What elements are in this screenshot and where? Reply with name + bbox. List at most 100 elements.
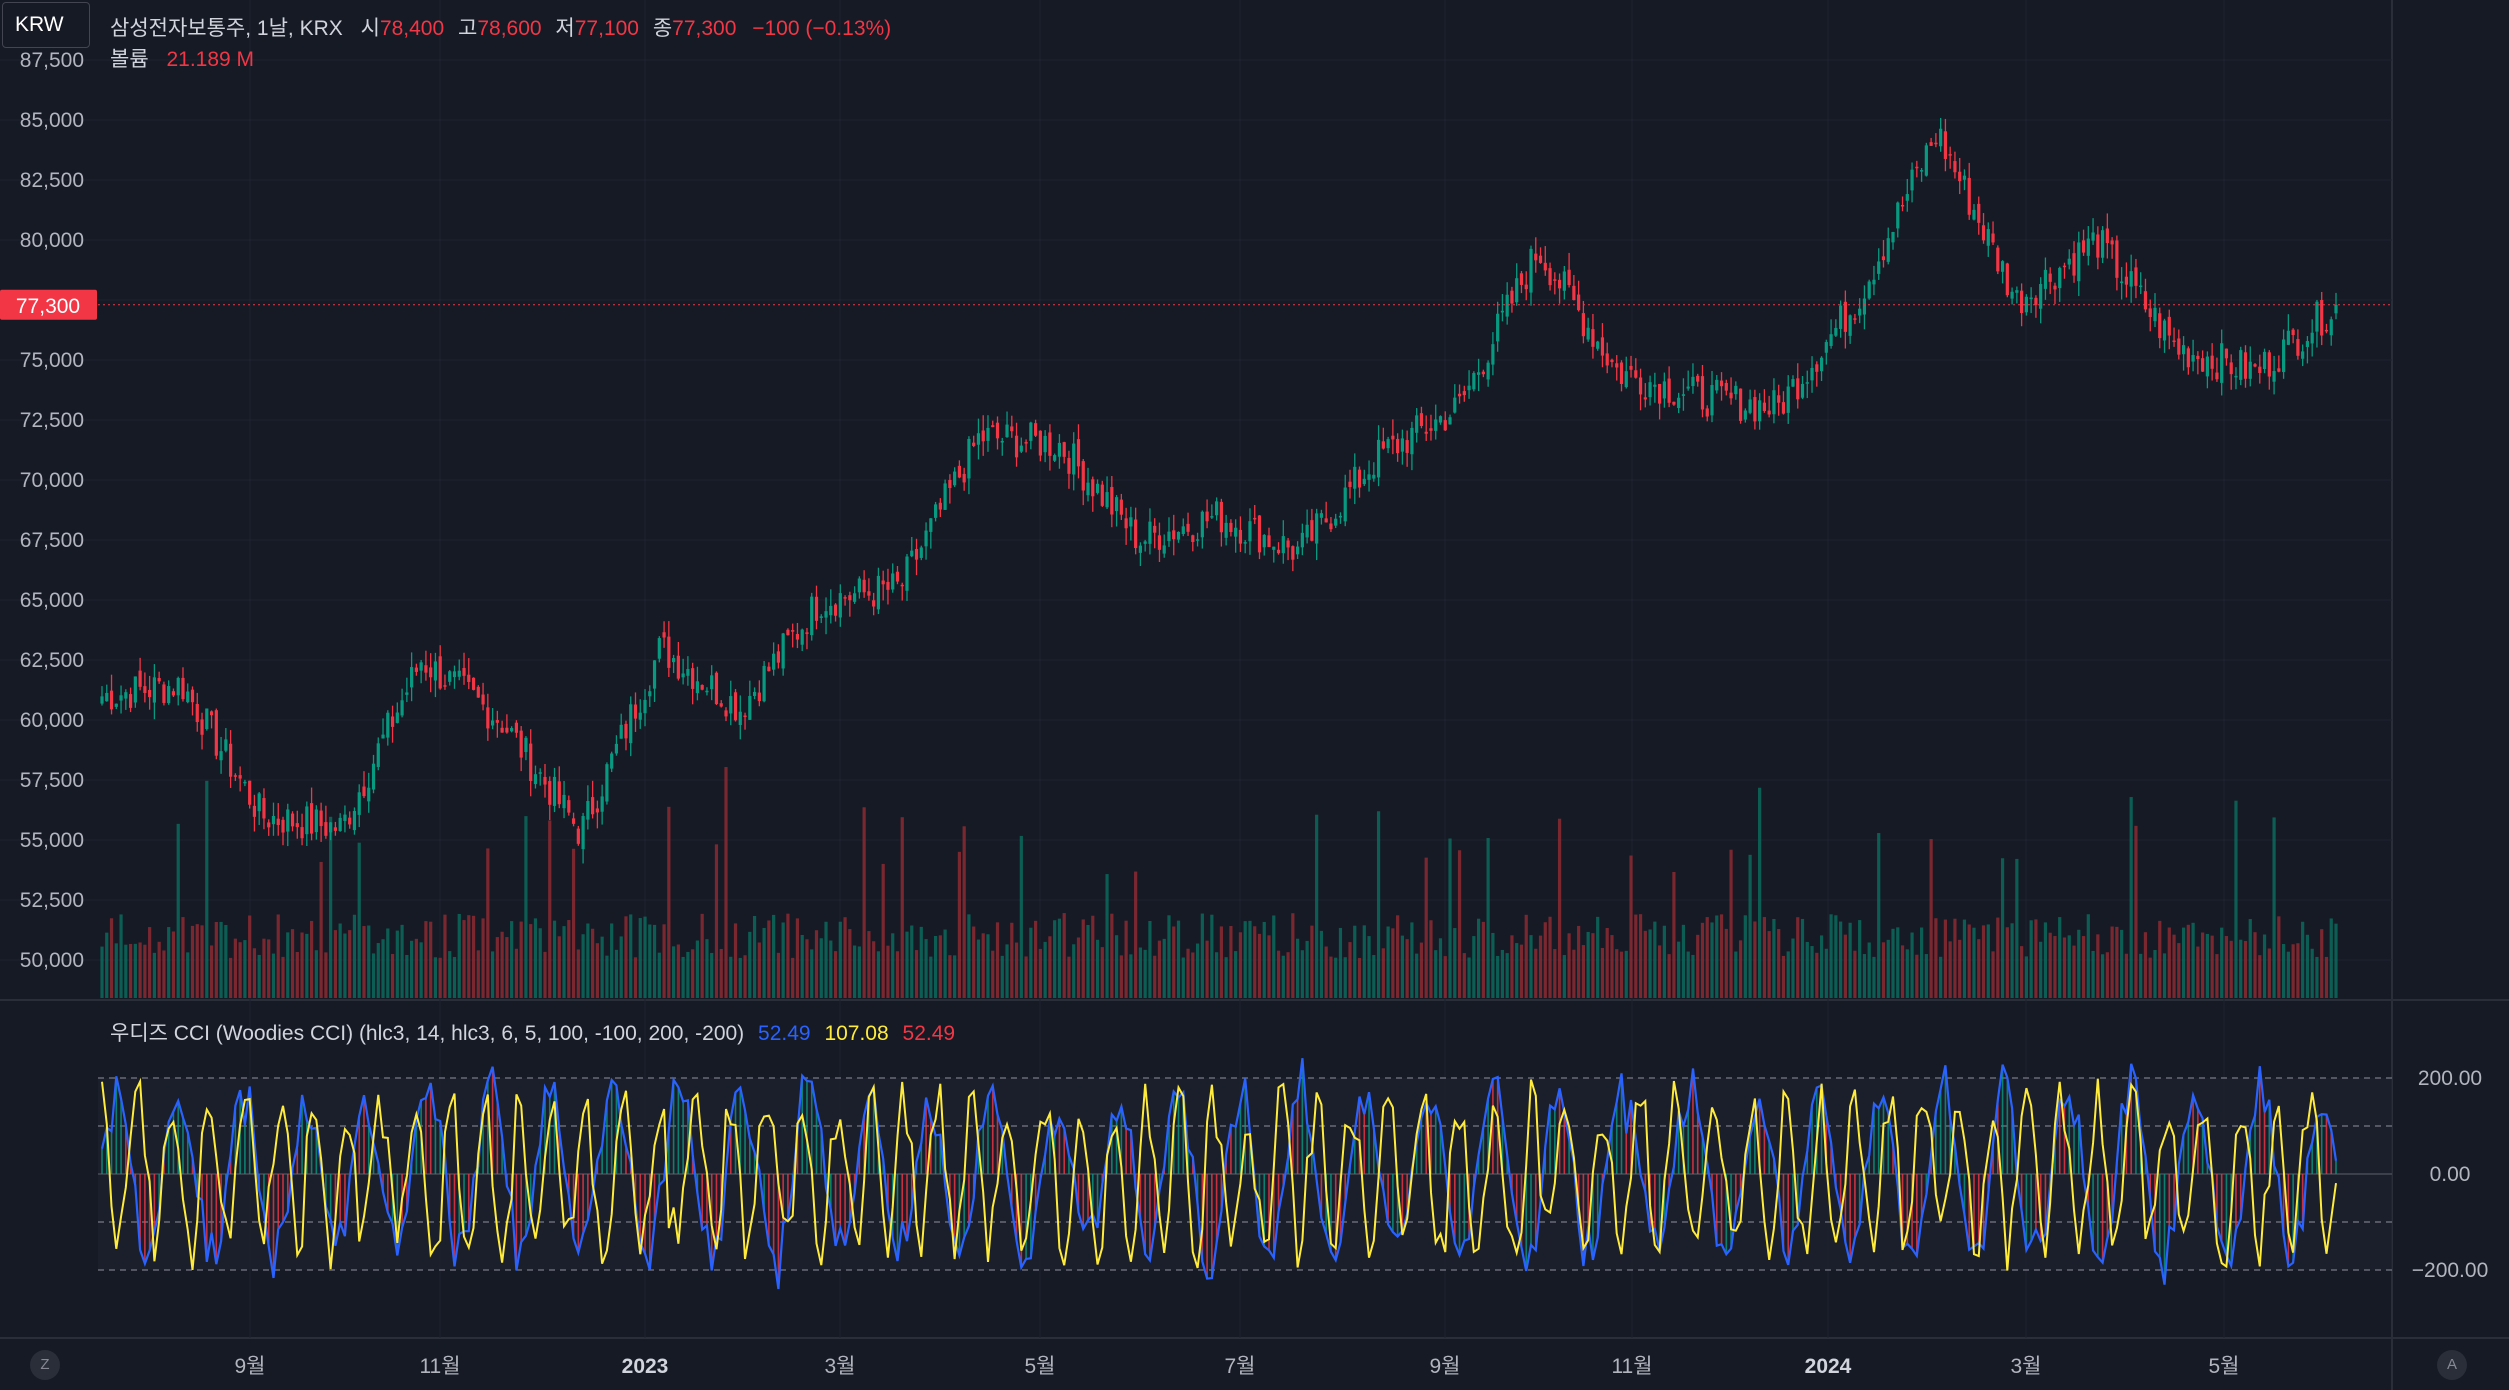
candle-body <box>1081 461 1085 491</box>
volume-bar <box>671 946 676 998</box>
volume-bar <box>362 926 366 998</box>
candle-body <box>886 581 890 590</box>
volume-bar <box>262 938 266 998</box>
volume-bar <box>600 936 604 998</box>
volume-bar <box>2124 953 2129 998</box>
candle-body <box>262 798 266 819</box>
candle-body <box>1662 381 1666 399</box>
volume-bar <box>1310 925 1314 998</box>
candle-body <box>1638 377 1643 395</box>
time-tick-label: 3월 <box>825 1355 856 1378</box>
volume-bar <box>1295 938 1300 998</box>
candle-body <box>2096 234 2100 258</box>
candle-body <box>633 704 638 719</box>
volume-bar <box>267 939 271 998</box>
volume-bar <box>2000 858 2005 998</box>
volume-bar <box>1877 833 1881 998</box>
candle-body <box>119 695 123 701</box>
volume-bar <box>581 934 585 998</box>
volume-bar <box>1162 938 1166 998</box>
volume-bar <box>2177 943 2181 998</box>
volume-bar <box>1643 930 1647 998</box>
volume-bar <box>2243 940 2248 998</box>
volume-bar <box>881 863 885 998</box>
candle-body <box>2310 332 2314 344</box>
volume-bar <box>1572 949 1576 998</box>
candle-body <box>810 596 814 636</box>
candle-body <box>1448 417 1452 425</box>
price-tick-label: 67,500 <box>20 529 84 552</box>
candle-body <box>281 819 285 833</box>
volume-bar <box>2129 797 2133 998</box>
volume-bar <box>248 915 252 998</box>
volume-bar <box>967 914 971 998</box>
volume-bar <box>219 921 223 998</box>
candle-body <box>914 549 919 560</box>
candle-body <box>109 690 114 710</box>
volume-bar <box>1167 915 1171 998</box>
candle-body <box>1872 279 1876 285</box>
volume-bar <box>1924 954 1928 998</box>
candle-body <box>1667 378 1671 403</box>
candle-body <box>2286 330 2290 345</box>
volume-bar <box>1553 949 1557 998</box>
volume-bar <box>648 924 652 998</box>
volume-bar <box>1891 928 1895 998</box>
candle-body <box>2067 258 2071 265</box>
volume-bar <box>1524 914 1528 998</box>
candle-body <box>1086 482 1090 496</box>
volume-bar <box>224 925 228 998</box>
volume-bar <box>2286 951 2290 998</box>
candle-body <box>2077 242 2081 282</box>
candle-body <box>1605 353 1609 366</box>
volume-bar <box>2134 825 2138 998</box>
candle-body <box>571 818 576 824</box>
candle-body <box>1038 430 1042 456</box>
currency-button[interactable]: KRW <box>2 2 90 48</box>
volume-bar <box>2315 956 2319 998</box>
volume-bar <box>390 953 395 998</box>
candle-body <box>833 604 838 616</box>
candle-body <box>448 671 452 682</box>
volume-bar <box>1110 913 1114 998</box>
volume-bar <box>1596 916 1600 998</box>
volume-bar <box>1929 839 1933 998</box>
candle-body <box>2162 320 2167 341</box>
candle-body <box>2129 271 2133 287</box>
candle-body <box>1953 161 1957 173</box>
volume-bar <box>2162 953 2167 998</box>
zoom-button[interactable]: Z <box>30 1350 60 1380</box>
volume-bar <box>619 936 623 998</box>
volume-bar <box>1767 931 1771 998</box>
volume-bar <box>152 952 156 998</box>
auto-scale-button[interactable]: A <box>2437 1350 2467 1380</box>
candle-body <box>1157 535 1162 550</box>
candle-body <box>1434 419 1438 431</box>
candle-body <box>348 817 352 825</box>
candle-body <box>1386 439 1390 449</box>
candle-body <box>1800 383 1805 398</box>
volume-bar <box>1677 941 1681 998</box>
volume-bar <box>1329 956 1333 998</box>
candle-body <box>2191 355 2195 362</box>
candle-body <box>786 629 790 636</box>
volume-bar <box>1729 849 1733 998</box>
candle-body <box>962 473 966 483</box>
candle-body <box>1195 539 1200 541</box>
volume-bar <box>838 921 842 998</box>
volume-bar <box>1839 921 1843 998</box>
candle-body <box>1815 364 1819 372</box>
price-tick-label: 85,000 <box>20 109 84 132</box>
candle-body <box>2024 296 2028 313</box>
candle-body <box>543 776 547 785</box>
candle-body <box>824 611 828 618</box>
volume-bar <box>2005 927 2009 998</box>
volume-bar <box>395 930 399 998</box>
candle-body <box>805 632 809 634</box>
candle-body <box>2253 364 2257 367</box>
volume-bar <box>238 942 242 998</box>
volume-bar <box>1900 945 1905 998</box>
candle-body <box>1334 518 1338 526</box>
volume-bar <box>805 939 809 998</box>
